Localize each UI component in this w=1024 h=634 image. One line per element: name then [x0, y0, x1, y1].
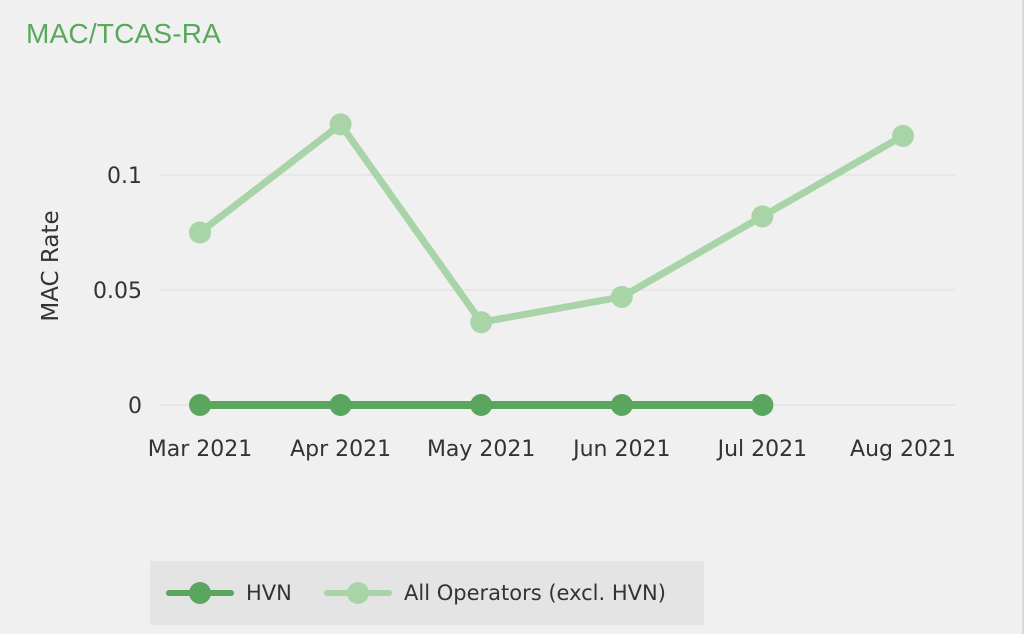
legend-label: HVN: [246, 581, 292, 605]
x-tick-label: Jun 2021: [571, 437, 670, 462]
data-point[interactable]: [470, 394, 493, 416]
legend-swatch: [164, 582, 236, 604]
legend-label: All Operators (excl. HVN): [404, 581, 666, 605]
x-tick-label: Aug 2021: [850, 437, 956, 462]
x-tick-label: Mar 2021: [148, 437, 253, 462]
legend-item-hvn[interactable]: HVN: [164, 561, 292, 625]
y-tick-label: 0.05: [93, 279, 142, 304]
series: [189, 113, 914, 416]
y-axis-ticks: 0 0.05 0.1: [93, 164, 142, 419]
legend: HVN All Operators (excl. HVN): [150, 561, 704, 625]
y-tick-label: 0.1: [107, 164, 142, 189]
data-point[interactable]: [610, 394, 633, 416]
y-axis-title: MAC Rate: [38, 210, 64, 321]
data-point[interactable]: [329, 394, 352, 416]
legend-item-all-operators[interactable]: All Operators (excl. HVN): [322, 561, 666, 625]
data-point[interactable]: [751, 394, 774, 416]
data-point[interactable]: [892, 124, 914, 147]
x-axis-ticks: Mar 2021 Apr 2021 May 2021 Jun 2021 Jul 2021…: [148, 437, 956, 462]
data-point[interactable]: [751, 205, 774, 228]
x-tick-label: May 2021: [427, 437, 535, 462]
chart-title: MAC/TCAS-RA: [26, 18, 222, 49]
x-tick-label: Jul 2021: [716, 437, 808, 462]
series-all-operators: [189, 113, 914, 334]
data-point[interactable]: [610, 285, 633, 308]
series-line: [196, 120, 907, 326]
y-tick-label: 0: [128, 394, 142, 419]
gridlines: [160, 174, 955, 406]
series-hvn: [189, 394, 774, 416]
data-point[interactable]: [189, 394, 211, 416]
x-tick-label: Apr 2021: [290, 437, 391, 462]
data-point[interactable]: [470, 311, 493, 334]
data-point[interactable]: [189, 221, 211, 244]
legend-swatch: [322, 582, 394, 604]
data-point[interactable]: [329, 113, 352, 136]
